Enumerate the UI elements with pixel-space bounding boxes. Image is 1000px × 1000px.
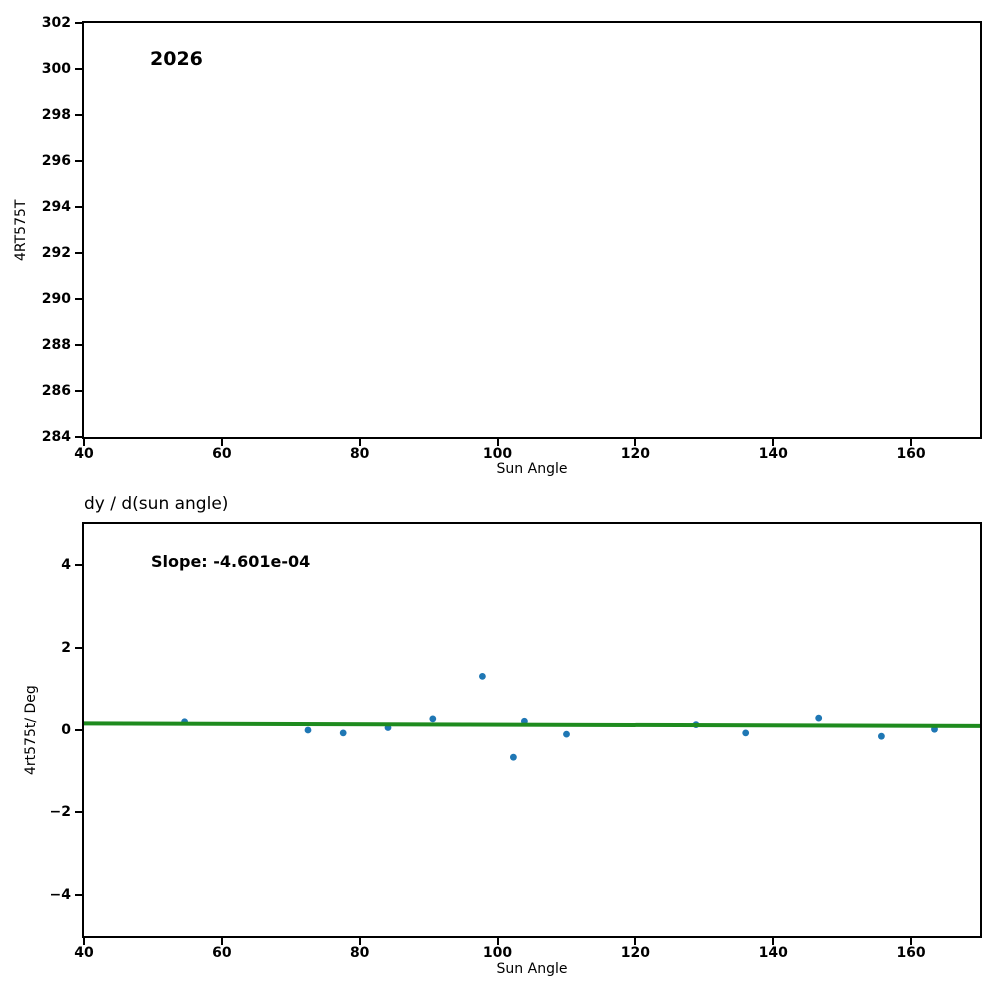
y-tick-label: 4 [61, 557, 71, 574]
x-tick-label: 160 [896, 446, 926, 462]
y-tick-label: 2 [61, 639, 71, 656]
bottom-plot-area: Slope: -4.601e-04 40 60 80 100 120 140 160 4 2 0 −… [50, 522, 982, 960]
y-tick-mark [75, 729, 82, 731]
y-tick-mark [75, 297, 82, 300]
y-tick-label: 0 [61, 722, 71, 738]
y-tick-label: 296 [41, 152, 71, 169]
bottom-y-axis-label: 4rt575t/ Deg [23, 685, 39, 775]
data-point [304, 726, 312, 734]
y-tick-mark [75, 893, 82, 896]
x-tick-label: 100 [482, 446, 513, 462]
x-tick-mark [220, 439, 223, 446]
x-tick-label: 120 [620, 945, 650, 961]
y-tick-mark [75, 646, 82, 649]
y-tick-mark [75, 344, 82, 346]
x-tick-label: 120 [620, 446, 650, 462]
data-point [510, 753, 517, 761]
x-tick-mark [910, 439, 913, 446]
data-point [429, 715, 437, 723]
bottom-chart-title: dy / d(sun angle) [84, 494, 229, 514]
y-tick-label: 284 [41, 429, 71, 445]
data-point [563, 730, 570, 738]
x-tick-mark [496, 439, 499, 446]
x-tick-mark [772, 439, 775, 446]
y-tick-label: 288 [41, 337, 71, 353]
x-tick-label: 80 [349, 945, 370, 961]
x-tick-label: 140 [758, 446, 788, 462]
x-tick-mark [910, 938, 913, 945]
x-tick-label: 60 [212, 446, 232, 462]
x-tick-label: 160 [896, 945, 926, 961]
data-point [815, 714, 823, 722]
x-tick-mark [496, 938, 499, 945]
y-tick-mark [75, 436, 82, 438]
x-tick-label: 100 [482, 945, 513, 961]
slope-annotation: Slope: -4.601e-04 [151, 552, 311, 571]
x-tick-label: 80 [349, 446, 370, 462]
y-tick-mark [75, 22, 82, 24]
x-tick-mark [83, 439, 85, 446]
y-tick-label: 286 [41, 383, 71, 399]
y-tick-label: 290 [41, 290, 71, 307]
y-tick-label: 300 [41, 61, 71, 77]
y-tick-mark [75, 159, 82, 162]
y-tick-label: 298 [41, 107, 71, 123]
y-tick-mark [75, 252, 82, 254]
y-tick-mark [75, 811, 82, 814]
x-tick-label: 60 [212, 945, 232, 961]
y-tick-mark [75, 114, 82, 116]
x-tick-label: 40 [74, 446, 94, 462]
y-tick-mark [75, 68, 82, 70]
x-tick-mark [634, 938, 637, 945]
bottom-x-axis-label: Sun Angle [496, 961, 568, 977]
x-tick-mark [83, 938, 85, 945]
top-plot-canvas [84, 23, 980, 437]
x-tick-mark [634, 439, 637, 446]
x-tick-mark [772, 938, 775, 945]
top-x-axis-label: Sun Angle [496, 461, 568, 477]
top-plot-area: 2026 40 60 80 100 120 140 160 302 300 298 296 294 29… [42, 16, 982, 461]
data-point [742, 729, 750, 737]
trend-line [84, 721, 980, 728]
x-tick-label: 140 [758, 945, 788, 961]
y-tick-label: 292 [41, 245, 71, 261]
y-tick-mark [75, 564, 82, 567]
y-tick-mark [75, 390, 82, 392]
y-tick-label: −2 [49, 804, 71, 821]
bottom-plot-canvas [84, 673, 980, 761]
data-point [339, 729, 347, 737]
x-tick-mark [220, 938, 223, 945]
data-point [479, 673, 486, 680]
x-tick-mark [358, 439, 361, 446]
y-tick-label: 302 [41, 15, 71, 31]
year-annotation: 2026 [150, 48, 203, 70]
data-point [878, 732, 885, 740]
x-tick-label: 40 [74, 945, 94, 961]
y-tick-label: 294 [41, 199, 71, 215]
top-y-axis-label: 4RT575T [13, 199, 29, 261]
y-tick-label: −4 [49, 886, 71, 903]
x-tick-mark [358, 938, 361, 945]
y-tick-mark [75, 206, 82, 208]
